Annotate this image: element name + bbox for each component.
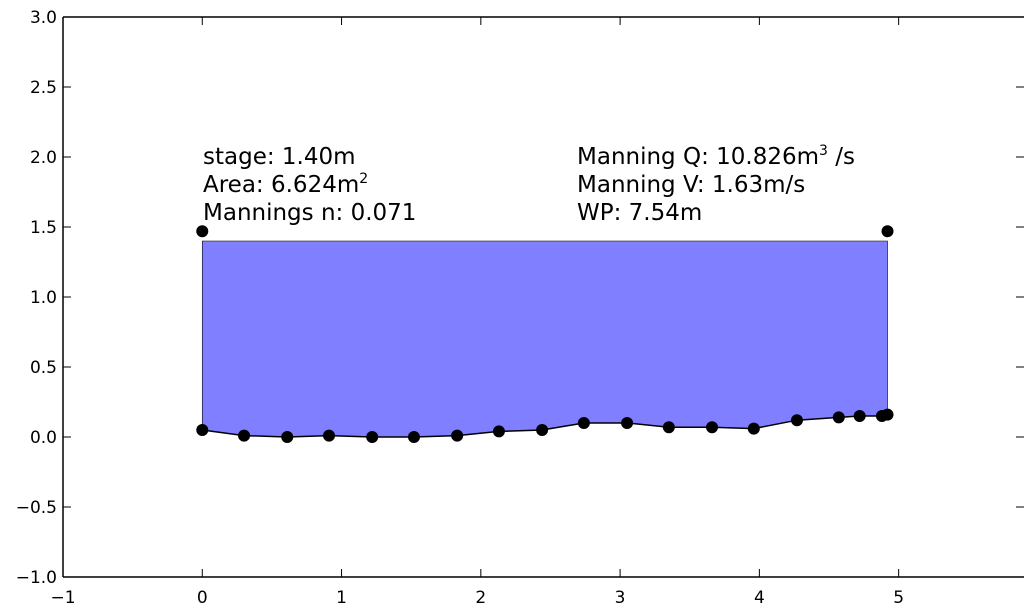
x-tick-label: 1 [336,588,347,608]
profile-point [621,417,634,429]
profile-point [662,421,675,434]
y-tick-label: −0.5 [16,498,57,518]
x-tick-label: 0 [197,588,208,608]
stage-label: stage: 1.40m [203,144,356,170]
y-tick-label: 2.5 [30,78,57,98]
profile-point [451,429,464,442]
profile-point [881,408,894,421]
bank-point [881,225,894,238]
manning-q-label: Manning Q: 10.826m3 /s [577,143,855,170]
y-tick-label: 0.5 [30,358,57,378]
x-tick-label: −1 [50,588,75,608]
profile-point [706,421,719,434]
manning-v-label: Manning V: 1.63m/s [577,172,805,198]
profile-point [407,431,420,443]
area-label: Area: 6.624m2 [203,171,368,198]
wetted-perimeter-label: WP: 7.54m [577,200,702,226]
y-tick-label: −1.0 [16,568,57,588]
profile-point [366,431,379,443]
bank-point [196,225,209,238]
profile-point [577,417,590,429]
y-tick-label: 2.0 [30,148,57,168]
mannings-n-label: Mannings n: 0.071 [203,200,416,226]
profile-point [281,431,294,443]
y-tick-label: 1.5 [30,218,57,238]
profile-point [238,429,251,442]
profile-point [492,425,505,438]
x-tick-label: 4 [754,588,765,608]
x-tick-label: 5 [893,588,904,608]
x-tick-label: 3 [615,588,626,608]
y-tick-label: 1.0 [30,288,57,308]
profile-point [536,424,549,436]
profile-point [747,422,760,435]
y-tick-label: 3.0 [30,8,57,28]
profile-point [853,410,866,422]
profile-point [323,429,336,442]
water-fill [201,240,888,438]
x-tick-label: 2 [475,588,486,608]
profile-point [832,411,845,424]
y-tick-label: 0.0 [30,428,57,448]
profile-point [790,414,803,427]
profile-point [196,424,209,436]
